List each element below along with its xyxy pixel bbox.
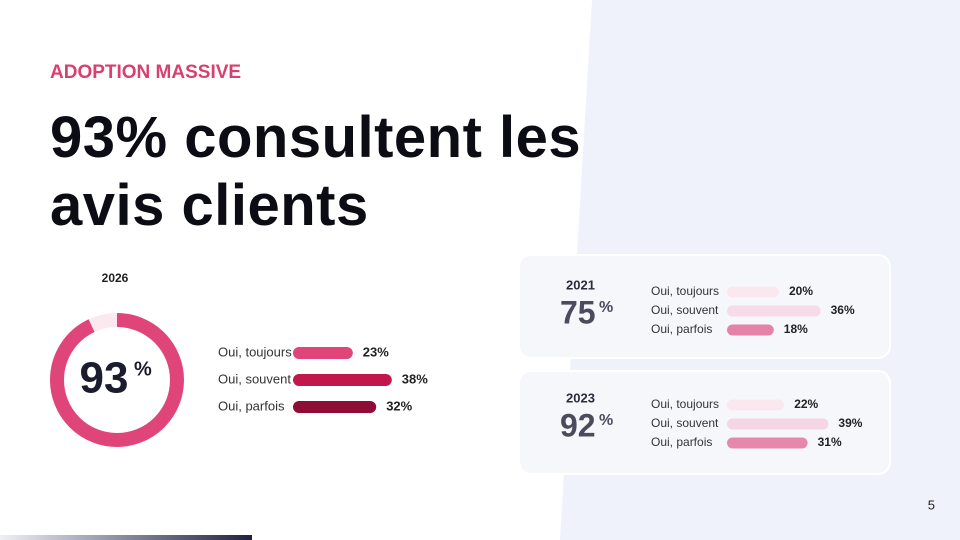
- bar-value: 31%: [818, 435, 842, 449]
- bar-value: 23%: [363, 344, 389, 359]
- bar-label: Oui, souvent: [651, 416, 719, 430]
- bar-label: Oui, souvent: [651, 303, 719, 317]
- bar-label: Oui, souvent: [218, 371, 291, 386]
- kicker: ADOPTION MASSIVE: [50, 62, 242, 83]
- year: 2021: [566, 277, 595, 292]
- bar-value: 18%: [784, 322, 808, 336]
- bar: [293, 374, 392, 386]
- bar-label: Oui, parfois: [651, 322, 712, 336]
- big-number: 93: [80, 354, 129, 403]
- unit: %: [134, 358, 152, 380]
- bar: [727, 324, 774, 336]
- year: 2026: [102, 271, 129, 285]
- bar-value: 32%: [386, 398, 412, 413]
- bar-value: 39%: [838, 416, 862, 430]
- bar-value: 38%: [402, 371, 428, 386]
- bar: [293, 347, 353, 359]
- bar-value: 20%: [789, 284, 813, 298]
- bar-label: Oui, toujours: [218, 344, 292, 359]
- bar-label: Oui, parfois: [218, 398, 285, 413]
- bar: [727, 305, 821, 317]
- bar: [727, 418, 829, 430]
- donut-arc: [50, 313, 184, 447]
- bar: [293, 401, 377, 413]
- year: 2023: [566, 390, 595, 405]
- bar-label: Oui, parfois: [651, 435, 712, 449]
- big-number: 92: [560, 407, 596, 443]
- bar: [727, 399, 785, 411]
- big-number: 75: [560, 294, 596, 330]
- bar-value: 22%: [794, 397, 818, 411]
- bar: [727, 286, 779, 298]
- unit: %: [599, 412, 613, 429]
- unit: %: [599, 299, 613, 316]
- title: 93% consultent les avis clients: [50, 105, 582, 238]
- bar-label: Oui, toujours: [651, 284, 719, 298]
- bar-value: 36%: [831, 303, 855, 317]
- bar: [727, 437, 808, 449]
- card: [518, 254, 891, 359]
- page-number: 5: [928, 497, 935, 512]
- bar-label: Oui, toujours: [651, 397, 719, 411]
- footer-bar: [0, 535, 252, 540]
